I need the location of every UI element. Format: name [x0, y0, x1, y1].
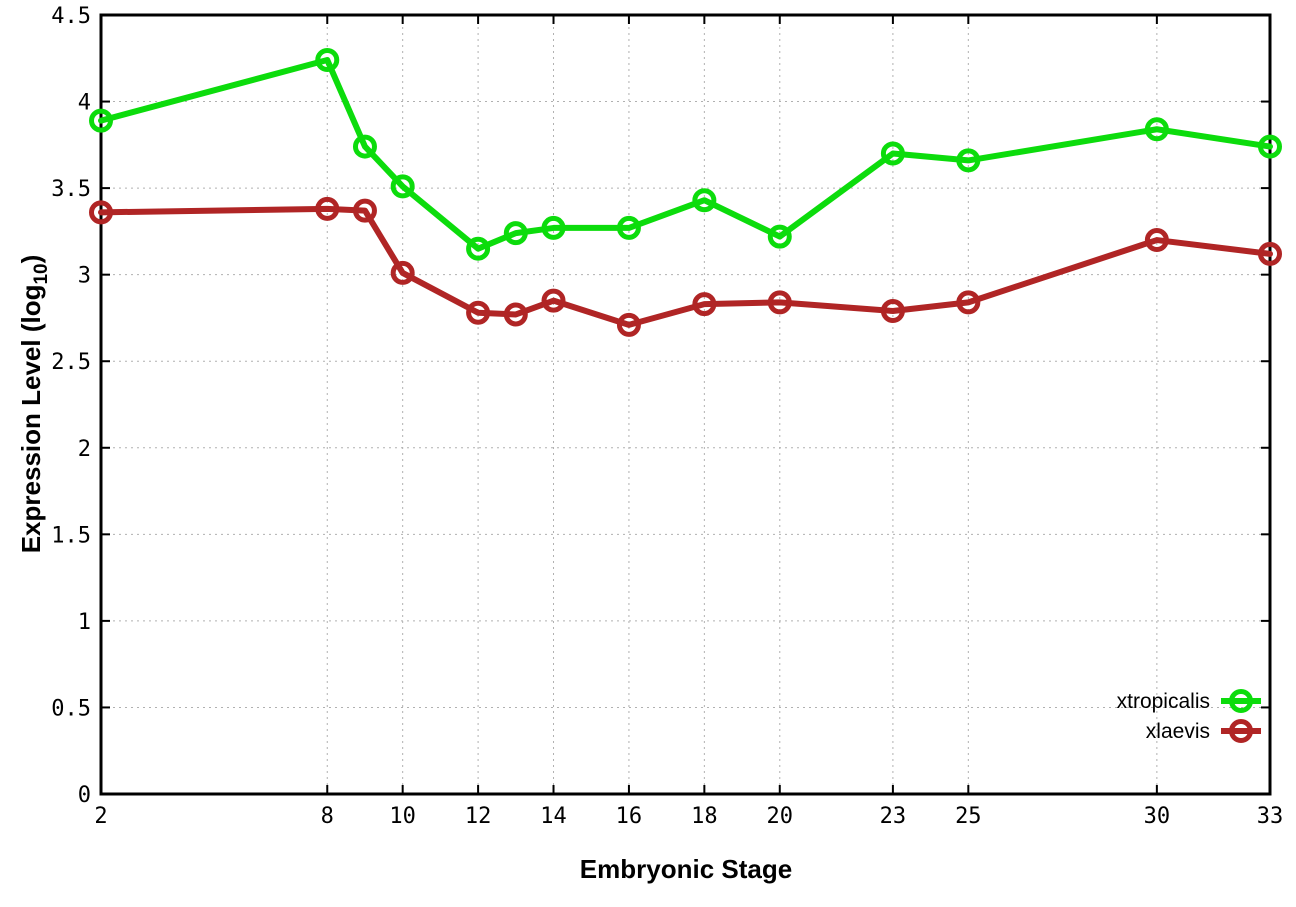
y-tick-label: 3.5 — [51, 177, 91, 202]
data-point-xlaevis — [352, 198, 377, 223]
data-point-xtropicalis — [89, 108, 113, 133]
data-point-xlaevis — [692, 292, 717, 317]
data-point-xtropicalis — [466, 236, 491, 261]
y-tick-label: 3 — [78, 264, 91, 289]
y-tick-label: 4.5 — [51, 4, 91, 29]
y-tick-label: 2 — [78, 437, 91, 462]
x-tick-label: 18 — [691, 804, 718, 829]
legend-marker-sample — [1229, 719, 1253, 743]
data-point-xlaevis — [89, 200, 113, 225]
data-point-xlaevis — [315, 196, 340, 221]
x-tick-label: 14 — [540, 804, 567, 829]
y-tick-label: 0 — [78, 783, 91, 808]
data-point-xtropicalis — [390, 174, 415, 199]
data-point-xtropicalis — [541, 215, 566, 240]
y-tick-label: 1 — [78, 610, 91, 635]
legend-label: xtropicalis — [1117, 690, 1210, 713]
x-tick-label: 2 — [94, 804, 107, 829]
data-point-xlaevis — [956, 290, 981, 315]
series-line-xtropicalis — [98, 57, 1273, 252]
data-point-xtropicalis — [1258, 134, 1282, 159]
y-axis-label-main: Expression Level (log — [16, 285, 46, 554]
data-point-xlaevis — [390, 260, 415, 285]
x-tick-label: 8 — [321, 804, 334, 829]
data-point-xtropicalis — [767, 224, 792, 249]
x-tick-label: 20 — [767, 804, 794, 829]
x-tick-label: 33 — [1257, 804, 1284, 829]
x-tick-label: 10 — [389, 804, 416, 829]
data-point-xlaevis — [880, 299, 905, 324]
x-tick-label: 30 — [1144, 804, 1171, 829]
data-point-xlaevis — [466, 300, 491, 325]
data-point-xlaevis — [503, 302, 528, 327]
data-point-xtropicalis — [956, 148, 981, 173]
data-point-xlaevis — [541, 288, 566, 313]
data-point-xlaevis — [616, 312, 641, 337]
y-tick-label: 4 — [78, 91, 91, 116]
x-tick-label: 12 — [465, 804, 492, 829]
data-point-xtropicalis — [503, 221, 528, 246]
data-point-xtropicalis — [692, 188, 717, 213]
plot-border — [99, 13, 1272, 796]
y-axis-label: Expression Level (log10) — [16, 255, 52, 554]
x-axis-label: Embryonic Stage — [580, 854, 792, 884]
data-point-xtropicalis — [616, 215, 641, 240]
y-tick-label: 1.5 — [51, 523, 91, 548]
axis-layer: 2 8 10 12 14 16 18 20 23 25 30 33 0 0.5 1 1.5 2 2.5 3 3.5 4 4… — [51, 4, 1283, 829]
x-tick-label: 25 — [955, 804, 982, 829]
data-point-xlaevis — [1258, 241, 1282, 266]
data-point-xtropicalis — [880, 141, 905, 166]
grid-layer — [100, 14, 1271, 795]
data-point-xtropicalis — [352, 134, 377, 159]
x-tick-label: 16 — [616, 804, 643, 829]
data-point-xlaevis — [1144, 228, 1169, 253]
y-axis-label-subscript: 10 — [31, 263, 52, 284]
series-line-xlaevis — [98, 205, 1273, 328]
data-point-xtropicalis — [315, 48, 340, 73]
series-layer — [89, 48, 1282, 337]
y-tick-label: 0.5 — [51, 696, 91, 721]
legend: xtropicalis xlaevis — [1117, 689, 1261, 743]
data-point-xlaevis — [767, 290, 792, 315]
legend-label: xlaevis — [1146, 720, 1210, 743]
legend-marker-sample — [1229, 689, 1253, 713]
x-tick-label: 23 — [880, 804, 907, 829]
legend-item-xtropicalis: xtropicalis — [1117, 689, 1261, 713]
y-tick-label: 2.5 — [51, 350, 91, 375]
y-axis-label-close: ) — [16, 255, 46, 264]
data-point-xtropicalis — [1144, 117, 1169, 142]
legend-item-xlaevis: xlaevis — [1146, 719, 1261, 743]
